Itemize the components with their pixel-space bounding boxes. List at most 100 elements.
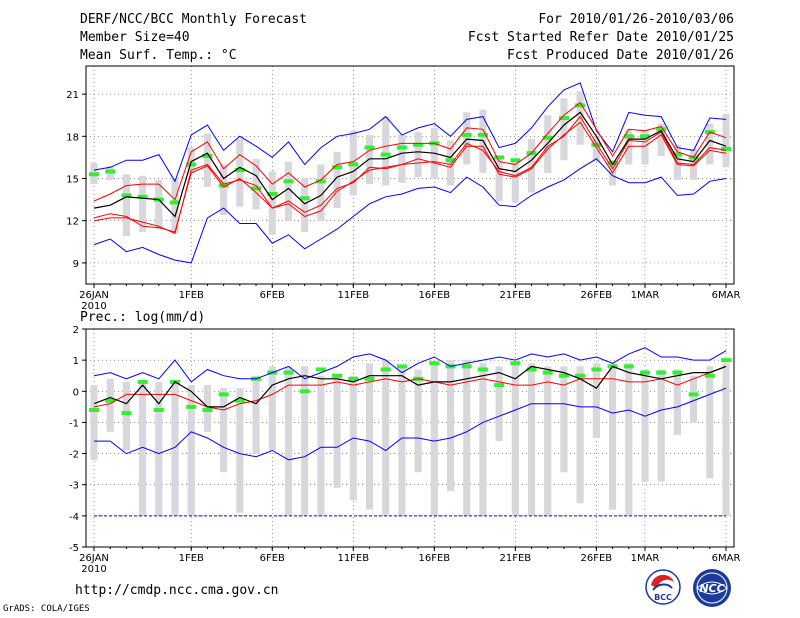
x-tick-label: 11FEB — [337, 553, 369, 564]
ensemble-bar — [301, 366, 309, 516]
x-year-label: 2010 — [81, 301, 106, 312]
ensemble-bar — [106, 378, 114, 432]
green-marker — [202, 154, 213, 159]
ensemble-bar — [657, 369, 665, 482]
ensemble-bar — [592, 136, 600, 162]
green-marker — [380, 367, 391, 372]
ensemble-bar — [608, 363, 617, 510]
x-tick-label: 16FEB — [418, 290, 450, 301]
x-tick-label: 6FEB — [260, 290, 285, 301]
green-marker — [607, 161, 618, 166]
green-marker — [137, 194, 148, 199]
x-tick-label: 26JAN — [79, 553, 109, 564]
source-url[interactable]: http://cmdp.ncc.cma.gov.cn — [75, 583, 279, 598]
y-tick-label: 15 — [66, 175, 79, 186]
green-marker — [396, 364, 407, 369]
green-marker — [721, 146, 731, 151]
ensemble-bar — [284, 366, 293, 516]
ensemble-bar — [236, 388, 244, 513]
green-marker — [721, 358, 731, 363]
y-tick-label: 12 — [66, 217, 79, 228]
y-tick-label: -4 — [69, 512, 79, 523]
series-line-red_low — [93, 121, 727, 233]
ensemble-bar — [463, 112, 471, 165]
ensemble-bar — [706, 366, 714, 479]
y-tick-label: 0 — [73, 387, 79, 398]
green-marker — [542, 370, 553, 375]
green-marker — [283, 370, 294, 375]
green-marker — [477, 132, 488, 137]
ensemble-bar — [446, 360, 455, 491]
ensemble-bar — [560, 366, 568, 473]
green-marker — [105, 169, 116, 174]
bcc-logo: BCC — [645, 569, 681, 605]
green-marker — [218, 183, 229, 188]
ensemble-bar — [446, 140, 455, 186]
temp-label: Mean Surf. Temp.: °C — [80, 48, 237, 63]
member-size: Member Size=40 — [80, 30, 190, 45]
precipitation-chart: 26JAN 1FEB 6FEB 11FEB 16FEB 21FEB 26FEB 1MAR 6MA… — [69, 325, 740, 575]
green-marker — [267, 191, 278, 196]
y-tick-label: -2 — [69, 450, 79, 461]
green-marker — [461, 364, 472, 369]
temperature-chart: 26JAN 1FEB 6FEB 11FEB 16FEB 21FEB 26FEB 1MAR 6MA… — [66, 65, 741, 312]
green-marker — [477, 367, 488, 372]
ensemble-bar — [657, 123, 665, 157]
ensemble-bar — [722, 113, 730, 168]
ensemble-bar — [382, 360, 390, 516]
green-marker — [137, 379, 148, 384]
green-marker — [105, 398, 116, 403]
green-marker — [575, 373, 586, 378]
ensemble-bar — [268, 171, 276, 235]
series-line-red_high — [93, 101, 727, 202]
green-marker — [526, 367, 537, 372]
ensemble-bar — [220, 388, 228, 473]
ensemble-bar — [398, 366, 406, 516]
green-marker — [591, 142, 602, 147]
ensemble-bar — [592, 363, 600, 438]
x-year-label: 2010 — [81, 564, 106, 575]
x-tick-label: 11FEB — [337, 290, 369, 301]
green-marker — [623, 364, 634, 369]
y-tick-label: -1 — [69, 418, 79, 429]
plot-frame — [85, 328, 735, 548]
green-marker — [656, 127, 667, 132]
ncc-logo: NCC — [693, 569, 731, 607]
ensemble-bar — [252, 375, 260, 454]
ensemble-bar — [625, 363, 633, 516]
ensemble-bar — [398, 134, 406, 183]
ensemble-bar — [722, 363, 730, 516]
green-marker — [218, 392, 229, 397]
ensemble-bar — [220, 164, 228, 216]
green-marker — [461, 132, 472, 137]
green-marker — [251, 186, 262, 191]
series-line-max — [93, 158, 727, 264]
x-tick-label: 6MAR — [712, 553, 741, 564]
x-tick-label: 16FEB — [418, 553, 450, 564]
ensemble-bar — [527, 363, 536, 516]
x-tick-label: 21FEB — [500, 553, 532, 564]
ensemble-bar — [187, 147, 195, 173]
ensemble-bar — [171, 178, 179, 234]
ensemble-bar — [463, 360, 471, 516]
ensemble-bar — [414, 369, 422, 473]
x-tick-label: 6MAR — [712, 290, 741, 301]
plot-frame — [85, 65, 735, 285]
series-line-max — [93, 347, 727, 383]
ensemble-bar — [673, 369, 681, 435]
ensemble-bar — [333, 151, 341, 209]
green-marker — [413, 142, 424, 147]
green-marker — [299, 196, 310, 201]
green-marker — [429, 361, 440, 366]
green-marker — [542, 135, 553, 140]
ensemble-bar — [333, 375, 341, 488]
ensemble-bar — [139, 175, 147, 232]
green-marker — [170, 200, 181, 205]
ensemble-bar — [576, 91, 584, 145]
green-marker — [591, 367, 602, 372]
grads-credit: GrADS: COLA/IGES — [3, 604, 90, 614]
green-marker — [348, 376, 359, 381]
ensemble-bar — [382, 116, 390, 186]
ensemble-bar — [365, 363, 374, 510]
green-marker — [315, 367, 326, 372]
